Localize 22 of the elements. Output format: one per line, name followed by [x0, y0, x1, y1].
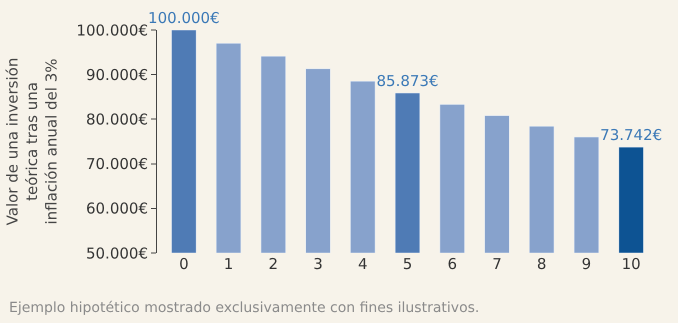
x-tick-label: 5: [402, 255, 412, 273]
x-tick-label: 2: [268, 255, 278, 273]
x-tick-label: 0: [179, 255, 189, 273]
x-tick-label: 9: [582, 255, 592, 273]
y-tick-label: 70.000€: [86, 155, 148, 174]
x-tick-label: 1: [224, 255, 234, 273]
data-label: 100.000€: [148, 9, 220, 27]
y-tick-label: 50.000€: [86, 244, 148, 262]
text: Ejemplo hipotético mostrado exclusivamente con fines ilustrativos.: [9, 300, 480, 316]
data-label: 73.742€: [600, 126, 662, 144]
x-tick-label: 3: [313, 255, 323, 273]
y-tick-label: 60.000€: [86, 200, 148, 218]
y-tick-label: 100.000€: [76, 21, 148, 40]
x-tick-label: 4: [358, 255, 368, 273]
x-tick-label: 7: [492, 255, 502, 273]
x-tick-label: 6: [447, 255, 458, 273]
data-label: 85.873€: [376, 72, 439, 90]
x-tick-label: 8: [536, 255, 546, 273]
y-tick-label: 90.000€: [86, 66, 148, 84]
x-tick-label: 10: [622, 255, 641, 273]
y-axis-title: Valor de una inversión teórica tras una inflación anual del 3%: [4, 58, 61, 226]
y-tick-label: 80.000€: [86, 110, 148, 128]
